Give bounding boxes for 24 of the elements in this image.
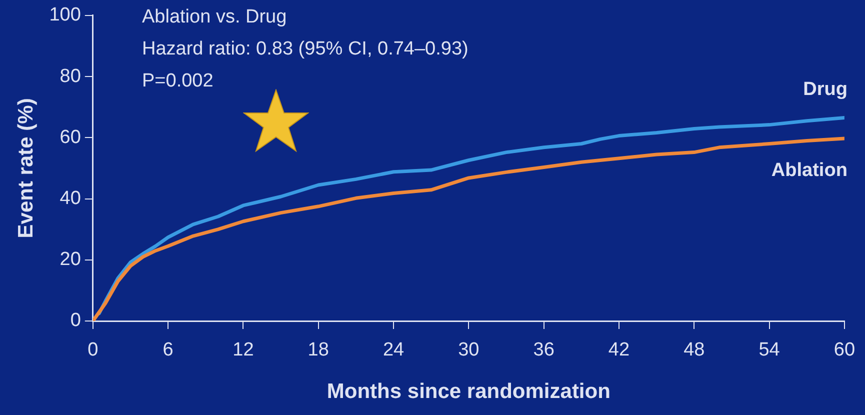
y-tick-label: 80: [60, 66, 81, 87]
x-tick-label: 36: [533, 340, 554, 361]
y-axis-title: Event rate (%): [14, 98, 38, 238]
x-tick-label: 42: [608, 340, 630, 361]
y-tick-label: 0: [70, 310, 81, 332]
y-tick-label: 60: [60, 126, 81, 148]
y-tick-label: 40: [60, 188, 81, 209]
y-tick-label: 100: [49, 4, 81, 26]
x-tick-label: 6: [162, 340, 174, 361]
x-tick-label: 48: [684, 340, 705, 361]
x-tick-label: 12: [232, 340, 254, 361]
annotation: P=0.002: [142, 70, 214, 92]
y-tick-label: 20: [60, 249, 81, 270]
annotation: Ablation vs. Drug: [142, 6, 287, 28]
x-tick-label: 60: [834, 340, 856, 361]
x-axis-title: Months since randomization: [326, 380, 610, 404]
x-tick-label: 54: [758, 340, 780, 361]
x-tick-label: 30: [458, 340, 480, 361]
x-tick-label: 24: [382, 340, 405, 361]
series-label: Ablation: [771, 160, 848, 181]
x-tick-label: 18: [308, 340, 329, 361]
annotation: Hazard ratio: 0.83 (95% CI, 0.74–0.93): [142, 38, 468, 60]
series-label: Drug: [803, 79, 848, 100]
x-tick-label: 0: [88, 340, 98, 361]
